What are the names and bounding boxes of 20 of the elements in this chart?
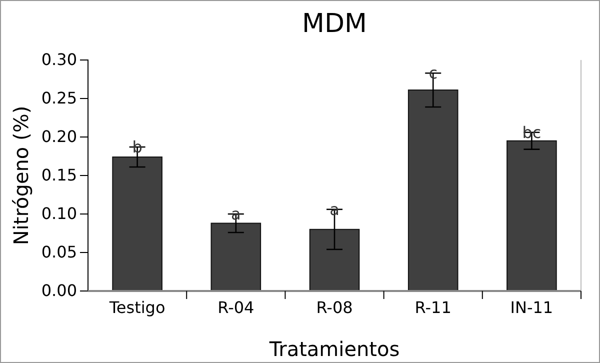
bar — [309, 228, 360, 292]
y-tick-label: 0.30 — [41, 50, 77, 70]
bar — [210, 222, 262, 292]
bar — [112, 156, 162, 292]
bar — [506, 140, 557, 292]
bar — [408, 90, 458, 292]
x-tick-label: R-08 — [316, 298, 353, 318]
x-tick-label: Testigo — [108, 298, 166, 318]
y-axis-title: Nitrógeno (%) — [9, 106, 33, 246]
x-tick-label: IN-11 — [510, 298, 554, 318]
y-tick-label: 0.20 — [41, 127, 77, 146]
chart-title: MDM — [302, 9, 367, 39]
x-tick-label: R-04 — [218, 298, 254, 318]
y-tick-label: 0.05 — [41, 242, 77, 262]
y-tick-label: 0.10 — [41, 204, 77, 224]
x-axis-title: Tratamientos — [268, 337, 400, 361]
y-tick-label: 0.00 — [41, 281, 77, 300]
y-tick-label: 0.25 — [41, 88, 77, 108]
y-tick-label: 0.15 — [41, 166, 77, 185]
x-tick-label: R-11 — [414, 298, 452, 318]
